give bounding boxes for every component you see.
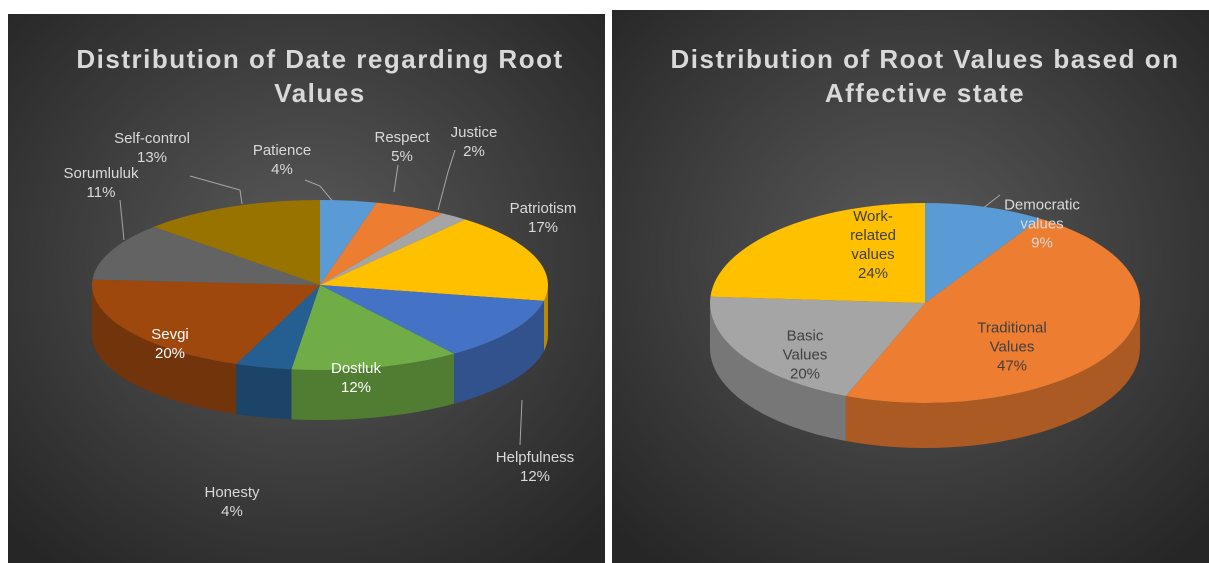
- data-label: Justice 2%: [451, 123, 498, 161]
- slice-side: [291, 353, 455, 420]
- slice: [710, 203, 925, 303]
- category-label: Self-control: [114, 130, 190, 147]
- data-label: Patriotism 17%: [510, 199, 577, 237]
- value-label: 24%: [857, 265, 889, 282]
- data-label: Work-related values 24%: [838, 207, 908, 283]
- value-label: 17%: [527, 219, 559, 236]
- value-label: 47%: [996, 357, 1028, 375]
- value-label: 13%: [136, 149, 168, 166]
- data-label: Sevgi 20%: [151, 325, 189, 363]
- category-label: Sorumluluk: [63, 165, 139, 182]
- slice: [320, 202, 443, 285]
- slice: [92, 279, 320, 365]
- slice-side: [710, 303, 846, 441]
- chart-title: Distribution of Date regarding Root Valu…: [76, 44, 564, 108]
- slice: [710, 296, 925, 396]
- data-label: Basic Values 20%: [770, 327, 840, 384]
- category-label: Dostluk: [330, 360, 382, 377]
- category-label: Honesty: [204, 484, 260, 501]
- value-label: 20%: [789, 365, 821, 383]
- category-label: Patience: [252, 142, 312, 159]
- value-label: 4%: [271, 161, 293, 178]
- slice: [153, 200, 320, 285]
- slice-side: [236, 364, 292, 420]
- slice-side: [543, 285, 548, 351]
- category-label: Democratic values: [1004, 196, 1080, 233]
- data-label: Patience 4%: [253, 141, 311, 179]
- slice: [236, 285, 320, 370]
- slice: [320, 213, 466, 285]
- value-label: 20%: [154, 345, 186, 362]
- category-label: Helpfulness: [495, 449, 575, 466]
- slice: [291, 285, 455, 370]
- data-label: Democratic values 9%: [997, 196, 1087, 253]
- slice: [320, 219, 548, 301]
- value-label: 9%: [1031, 234, 1053, 252]
- data-label: Self-control 13%: [114, 129, 190, 167]
- slice-side: [454, 300, 544, 404]
- category-label: Sevgi: [151, 326, 189, 343]
- slice-side: [92, 285, 237, 415]
- value-label: 5%: [391, 148, 413, 165]
- data-label: Honesty 4%: [204, 483, 259, 521]
- slice: [92, 226, 320, 285]
- category-label: Patriotism: [509, 200, 577, 217]
- category-label: Traditional Values: [977, 319, 1047, 356]
- data-label: Helpfulness 12%: [496, 448, 574, 486]
- slice: [320, 285, 544, 354]
- slice: [845, 218, 1141, 404]
- data-label: Respect 5%: [374, 128, 429, 166]
- value-label: 2%: [463, 143, 485, 160]
- category-label: Basic Values: [782, 327, 828, 364]
- value-label: 12%: [519, 468, 551, 485]
- slice-side: [845, 303, 1140, 449]
- category-label: Work-related values: [850, 208, 896, 263]
- slice: [320, 200, 377, 285]
- chart-title: Distribution of Root Values based on Aff…: [670, 44, 1180, 108]
- data-label: Sorumluluk 11%: [63, 164, 138, 202]
- data-label: Dostluk 12%: [331, 359, 381, 397]
- category-label: Justice: [450, 124, 498, 141]
- value-label: 12%: [340, 379, 372, 396]
- value-label: 11%: [86, 184, 116, 201]
- value-label: 4%: [221, 503, 243, 520]
- slice: [925, 203, 1041, 303]
- category-label: Respect: [374, 129, 430, 146]
- data-label: Traditional Values 47%: [962, 319, 1062, 376]
